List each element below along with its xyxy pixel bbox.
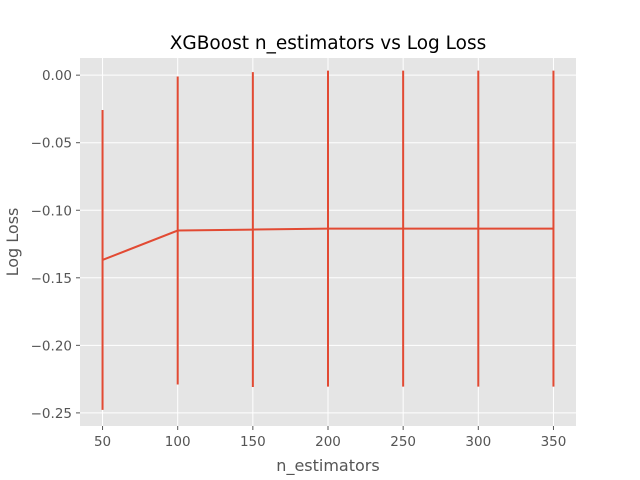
x-tick-label: 200: [315, 434, 341, 450]
x-tick-label: 150: [240, 434, 266, 450]
series-line: [102, 227, 554, 261]
y-tick-label: 0.00: [42, 68, 72, 84]
y-tick-label: −0.20: [31, 338, 72, 354]
x-ticks: 50 100 150 200 250 300 350: [94, 426, 566, 450]
x-tick-label: 50: [94, 434, 111, 450]
y-tick-label: −0.05: [31, 136, 72, 152]
chart-title: XGBoost n_estimators vs Log Loss: [170, 33, 487, 54]
x-axis-label: n_estimators: [276, 456, 379, 476]
x-tick-label: 350: [541, 434, 567, 450]
y-axis-label: Log Loss: [3, 208, 22, 277]
x-tick-label: 300: [465, 434, 491, 450]
series: [102, 227, 554, 261]
y-ticks: 0.00 −0.05 −0.10 −0.15 −0.20 −0.25: [31, 68, 80, 422]
y-tick-label: −0.15: [31, 271, 72, 287]
x-tick-label: 100: [165, 434, 191, 450]
y-tick-label: −0.10: [31, 203, 72, 219]
x-tick-label: 250: [390, 434, 416, 450]
y-tick-label: −0.25: [31, 406, 72, 422]
